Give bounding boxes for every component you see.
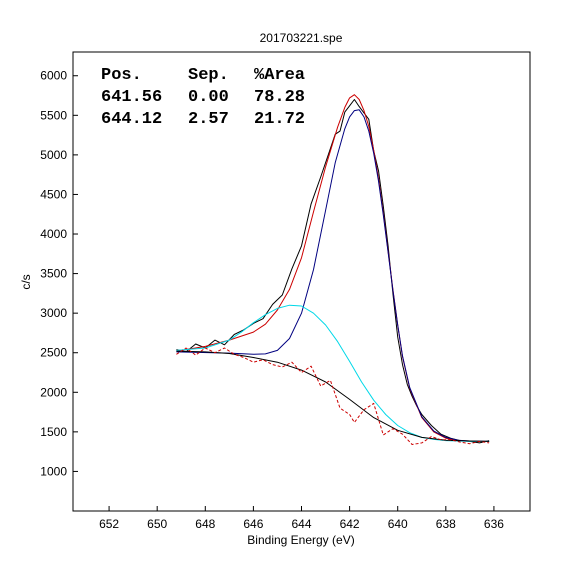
x-tick-label: 648 [195,517,215,531]
y-tick-label: 3500 [40,267,67,281]
peak-table-cell: 0.00 [188,88,229,107]
plot-area [176,94,490,445]
y-tick-label: 4500 [40,187,67,201]
y-tick-label: 6000 [40,69,67,83]
x-tick-label: 636 [484,517,504,531]
peak-table-cell: 641.56 [101,88,162,107]
series-line-component-641-56 [176,109,490,442]
x-tick-label: 642 [340,517,360,531]
y-tick-label: 1000 [40,464,67,478]
x-tick-label: 640 [388,517,408,531]
peak-table-header: Pos. [101,66,142,85]
x-axis: 652 650 648 646 644 642 640 638 636 [99,506,504,531]
x-tick-label: 646 [243,517,263,531]
series-line-raw-data [176,99,490,444]
y-tick-label: 4000 [40,227,67,241]
y-tick-label: 1500 [40,425,67,439]
y-axis-title: c/s [19,274,33,289]
x-tick-label: 638 [436,517,456,531]
series-line-envelope-fit [176,94,490,442]
x-tick-label: 644 [291,517,311,531]
peak-table: Pos. Sep. %Area 641.56 0.00 78.28 644.12 2.57 21… [101,66,305,129]
series-line-component-644-12 [176,304,490,442]
x-axis-title: Binding Energy (eV) [247,533,354,547]
y-tick-label: 5500 [40,108,67,122]
y-axis: 1000 1500 2000 2500 3000 3500 4000 4500 5000 5500… [40,69,78,478]
x-tick-label: 650 [147,517,167,531]
y-tick-label: 2000 [40,385,67,399]
peak-table-header: %Area [254,66,305,85]
peak-table-cell: 78.28 [254,88,305,107]
x-tick-label: 652 [99,517,119,531]
series-line-background [176,350,490,442]
y-tick-label: 5000 [40,148,67,162]
peak-table-cell: 2.57 [188,110,229,129]
y-tick-label: 3000 [40,306,67,320]
peak-table-cell: 21.72 [254,110,305,129]
peak-table-header: Sep. [188,66,229,85]
series-line-residual [176,347,490,445]
y-tick-label: 2500 [40,346,67,360]
peak-table-cell: 644.12 [101,110,162,129]
chart-title: 201703221.spe [260,31,343,45]
